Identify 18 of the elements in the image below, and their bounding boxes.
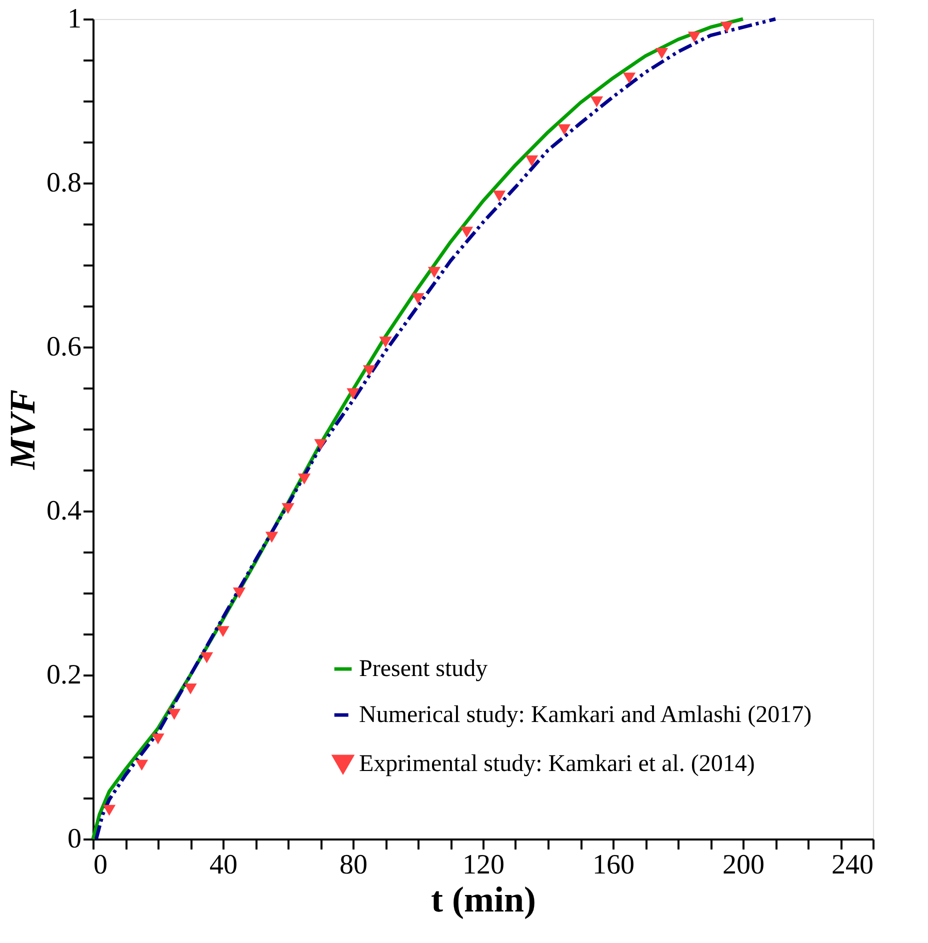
y-axis-title: MVF [2,389,42,471]
y-tick-label: 0.6 [46,332,82,362]
legend-label: Numerical study: Kamkari and Amlashi (2017) [359,702,812,728]
x-tick-label: 160 [592,850,634,880]
y-tick-label: 0.8 [46,168,82,198]
y-tick-label: 1 [68,4,82,34]
y-tick-label: 0.4 [46,496,82,526]
x-tick-label: 200 [722,850,764,880]
x-tick-label: 240 [832,850,874,880]
x-tick-label: 80 [340,850,368,880]
x-axis-title: t (min) [431,880,536,920]
y-tick-label: 0.2 [46,660,82,690]
y-tick-label: 0 [68,824,82,854]
x-tick-label: 0 [94,850,108,880]
legend-label: Present study [359,656,488,682]
x-tick-label: 40 [210,850,238,880]
legend-label: Exprimental study: Kamkari et al. (2014) [359,751,755,777]
x-tick-label: 120 [462,850,504,880]
